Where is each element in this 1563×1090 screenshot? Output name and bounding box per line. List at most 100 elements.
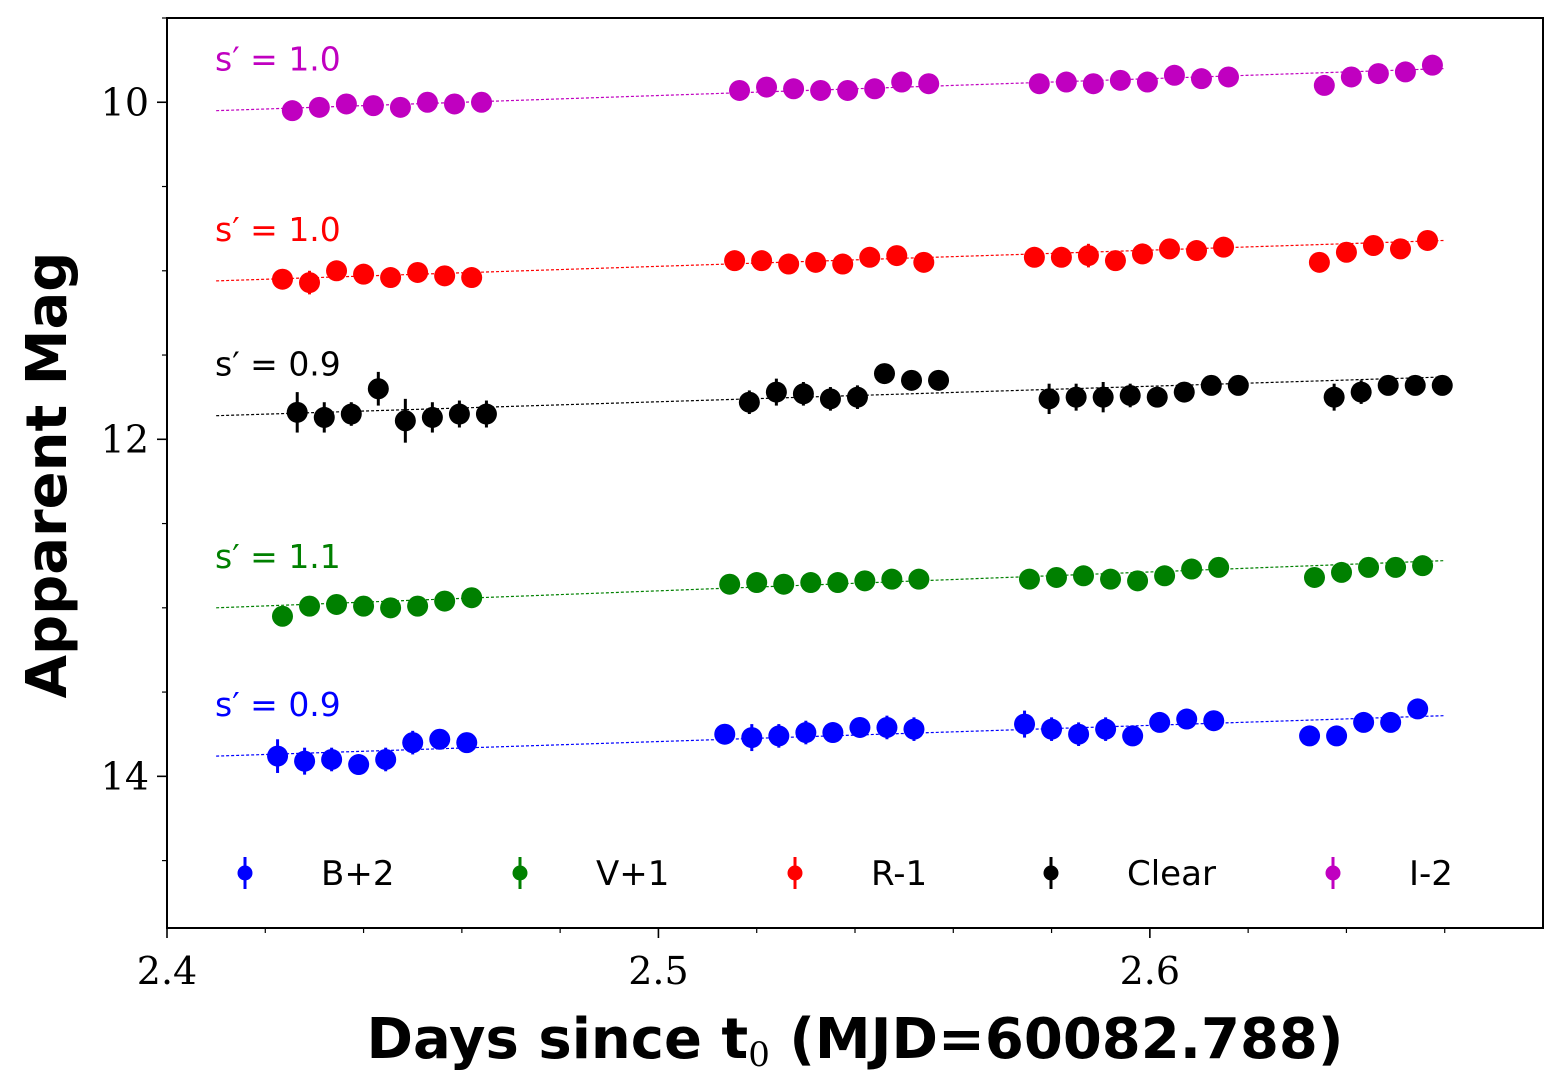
point-clear xyxy=(819,388,841,410)
point-v-1 xyxy=(1100,568,1122,590)
point-r-1 xyxy=(859,246,881,268)
point-i-2 xyxy=(362,95,384,117)
slope-label-i-2: s′ = 1.0 xyxy=(215,40,341,79)
point-i-2 xyxy=(416,91,438,113)
point-r-1 xyxy=(832,253,854,275)
point-i-2 xyxy=(864,78,886,100)
slope-label-clear: s′ = 0.9 xyxy=(215,345,341,384)
point-v-1 xyxy=(1045,566,1067,588)
point-r-1 xyxy=(1077,245,1099,267)
x-tick-label: 2.6 xyxy=(1120,949,1180,993)
slope-label-r-1: s′ = 1.0 xyxy=(215,210,341,249)
point-b-2 xyxy=(1380,711,1402,733)
point-b-2 xyxy=(1299,725,1321,747)
x-tick-label: 2.5 xyxy=(628,949,688,993)
point-i-2 xyxy=(729,79,751,101)
point-clear xyxy=(1200,374,1222,396)
x-tick-label: 2.4 xyxy=(137,949,197,993)
point-b-2 xyxy=(321,748,343,770)
point-b-2 xyxy=(1149,711,1171,733)
legend-label-r-1: R-1 xyxy=(871,854,927,894)
point-b-2 xyxy=(903,718,925,740)
point-v-1 xyxy=(908,568,930,590)
point-i-2 xyxy=(1190,68,1212,90)
point-b-2 xyxy=(456,732,478,754)
point-v-1 xyxy=(271,605,293,627)
point-r-1 xyxy=(407,261,429,283)
slope-label-v-1: s′ = 1.1 xyxy=(215,537,341,576)
point-b-2 xyxy=(741,727,763,749)
legend-marker-i-2 xyxy=(1325,865,1341,881)
point-r-1 xyxy=(380,267,402,289)
point-clear xyxy=(1350,381,1372,403)
x-axis-label-suffix: (MJD=60082.788) xyxy=(770,1007,1344,1072)
point-b-2 xyxy=(1176,708,1198,730)
point-b-2 xyxy=(267,745,289,767)
point-r-1 xyxy=(461,267,483,289)
point-i-2 xyxy=(1028,73,1050,95)
point-clear xyxy=(1038,388,1060,410)
legend-marker-v-1 xyxy=(512,865,528,881)
point-r-1 xyxy=(778,253,800,275)
point-i-2 xyxy=(1340,66,1362,88)
point-b-2 xyxy=(1353,711,1375,733)
point-i-2 xyxy=(1136,71,1158,93)
y-tick-label: 12 xyxy=(101,417,149,461)
point-v-1 xyxy=(1018,568,1040,590)
point-r-1 xyxy=(326,260,348,282)
point-r-1 xyxy=(1362,235,1384,256)
point-v-1 xyxy=(434,590,456,612)
legend-label-v-1: V+1 xyxy=(596,854,669,894)
point-i-2 xyxy=(1421,54,1443,76)
point-clear xyxy=(448,403,470,425)
point-r-1 xyxy=(886,245,908,267)
legend-label-i-2: I-2 xyxy=(1409,854,1453,894)
point-i-2 xyxy=(918,73,940,95)
point-r-1 xyxy=(805,251,827,273)
point-b-2 xyxy=(375,748,397,770)
point-clear xyxy=(1377,374,1399,396)
legend: B+2 V+1 R-1 Clear I-2 xyxy=(237,854,1453,894)
point-v-1 xyxy=(1208,556,1230,578)
point-clear xyxy=(313,406,335,428)
point-r-1 xyxy=(1023,246,1045,268)
point-v-1 xyxy=(1331,561,1353,583)
point-clear xyxy=(1119,384,1141,406)
point-b-2 xyxy=(795,722,817,744)
point-b-2 xyxy=(1326,725,1348,747)
point-v-1 xyxy=(299,595,321,617)
point-i-2 xyxy=(335,93,357,115)
point-i-2 xyxy=(443,93,465,115)
point-r-1 xyxy=(1389,238,1411,260)
point-r-1 xyxy=(913,251,935,273)
legend-marker-r-1 xyxy=(787,865,803,881)
point-r-1 xyxy=(299,272,321,294)
point-i-2 xyxy=(891,71,913,93)
point-clear xyxy=(846,386,868,408)
point-clear xyxy=(1431,374,1453,396)
data-points xyxy=(267,54,1453,776)
point-r-1 xyxy=(1213,236,1235,258)
point-r-1 xyxy=(434,265,456,287)
point-v-1 xyxy=(1154,565,1176,587)
legend-marker-clear xyxy=(1043,865,1059,881)
point-r-1 xyxy=(1417,229,1439,251)
point-v-1 xyxy=(773,573,795,595)
point-v-1 xyxy=(1303,566,1325,588)
point-clear xyxy=(394,410,416,432)
point-r-1 xyxy=(1131,243,1153,265)
point-b-2 xyxy=(1068,723,1090,745)
legend-marker-b-2 xyxy=(237,865,253,881)
point-clear xyxy=(421,406,443,428)
point-v-1 xyxy=(746,572,768,594)
point-v-1 xyxy=(380,597,402,619)
plot-frame xyxy=(166,17,1544,929)
point-i-2 xyxy=(1394,61,1416,83)
point-clear xyxy=(1323,386,1345,408)
point-v-1 xyxy=(1181,558,1203,580)
point-b-2 xyxy=(1122,725,1144,747)
point-i-2 xyxy=(783,78,805,100)
point-clear xyxy=(1065,386,1087,408)
